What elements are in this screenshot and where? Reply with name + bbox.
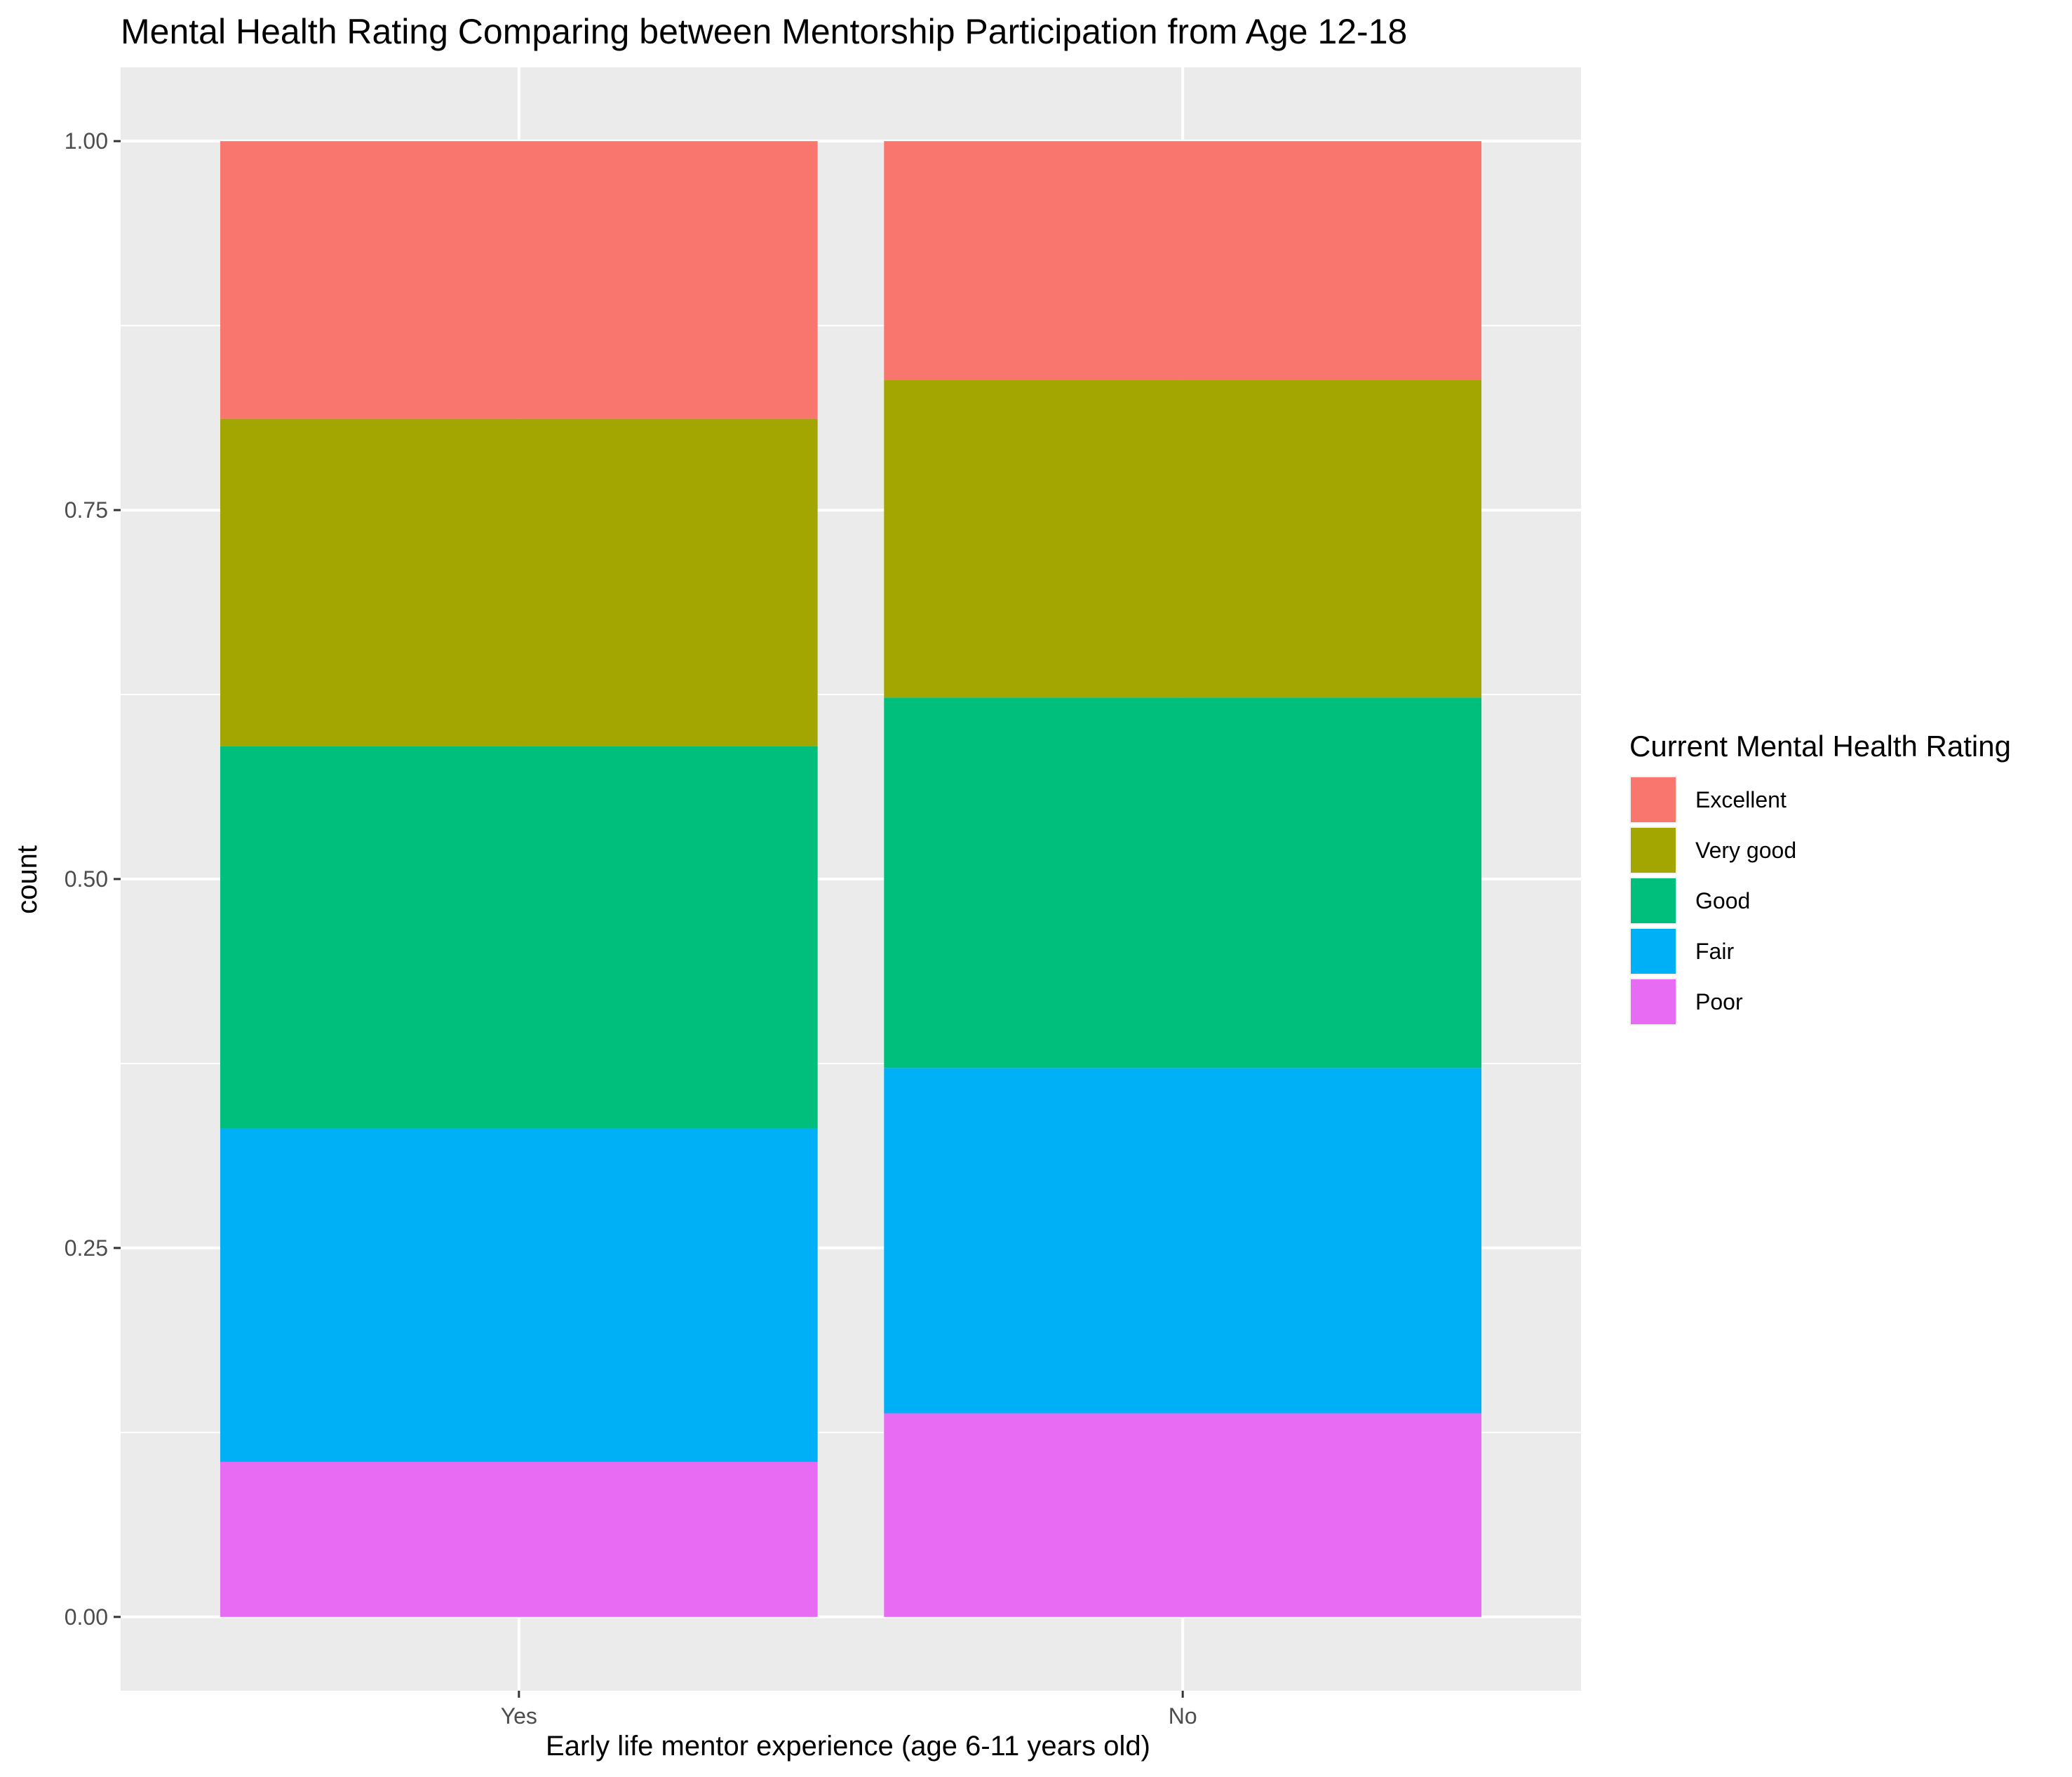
bar-no-fair xyxy=(884,1068,1482,1414)
bar-yes-excellent xyxy=(220,141,818,419)
legend-swatch xyxy=(1631,979,1676,1024)
y-tick-label: 0.00 xyxy=(65,1604,108,1630)
x-axis-title: Early life mentor experience (age 6-11 y… xyxy=(546,1731,1150,1762)
legend-swatch xyxy=(1631,828,1676,873)
chart-title: Mental Health Rating Comparing between M… xyxy=(121,12,1407,51)
y-tick-label: 1.00 xyxy=(65,128,108,154)
legend-label: Poor xyxy=(1695,989,1743,1014)
bar-no-very-good xyxy=(884,380,1482,698)
y-axis: 0.00 0.25 0.50 0.75 1.00 xyxy=(65,128,121,1630)
legend-swatch xyxy=(1631,777,1676,822)
y-tick-label: 0.25 xyxy=(65,1235,108,1261)
legend-label: Fair xyxy=(1695,939,1734,964)
legend-swatch xyxy=(1631,929,1676,974)
bar-yes-very-good xyxy=(220,418,818,746)
x-axis: Yes No xyxy=(501,1691,1197,1729)
legend-label: Very good xyxy=(1695,838,1796,863)
y-tick-label: 0.75 xyxy=(65,497,108,523)
bar-yes-poor xyxy=(220,1461,818,1617)
x-tick-label: No xyxy=(1169,1703,1197,1729)
legend-swatch xyxy=(1631,878,1676,923)
bar-no-good xyxy=(884,697,1482,1068)
y-tick-label: 0.50 xyxy=(65,866,108,892)
legend-label: Good xyxy=(1695,888,1750,913)
x-tick-label: Yes xyxy=(501,1703,537,1729)
legend: Current Mental Health Rating Excellent Ve… xyxy=(1629,730,2011,1026)
bar-yes-fair xyxy=(220,1128,818,1462)
bar-no-excellent xyxy=(884,141,1482,380)
bar-yes-good xyxy=(220,746,818,1129)
legend-label: Excellent xyxy=(1695,787,1787,812)
y-axis-title: count xyxy=(12,845,43,914)
bar-no-poor xyxy=(884,1413,1482,1617)
legend-title: Current Mental Health Rating xyxy=(1629,730,2011,763)
bars xyxy=(220,141,1482,1617)
